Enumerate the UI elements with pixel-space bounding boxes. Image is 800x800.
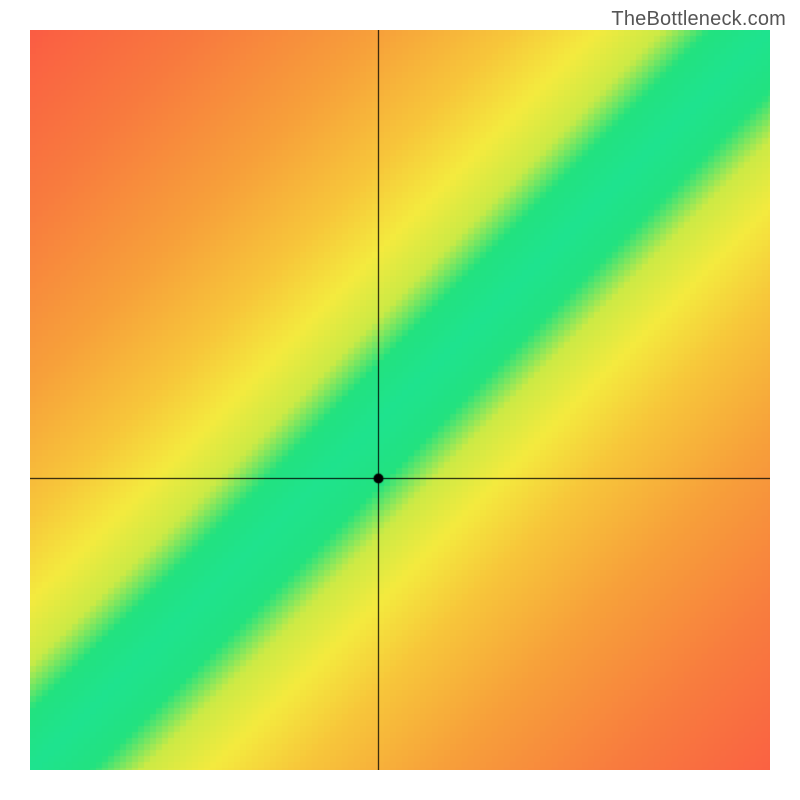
heatmap-canvas: [30, 30, 770, 770]
watermark-text: TheBottleneck.com: [611, 8, 786, 31]
chart-container: TheBottleneck.com: [0, 0, 800, 800]
